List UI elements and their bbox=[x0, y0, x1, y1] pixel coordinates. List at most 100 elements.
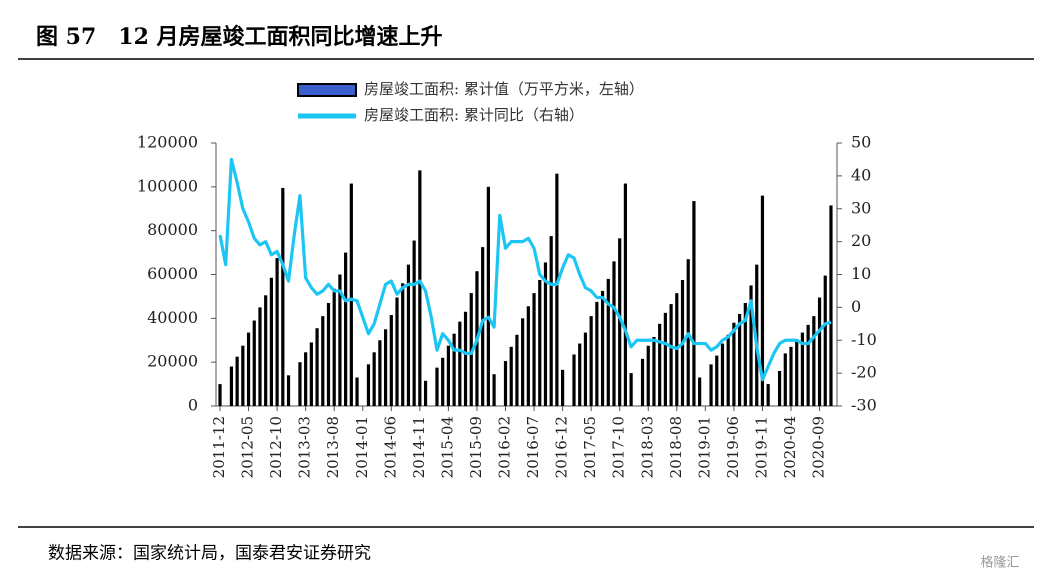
bar bbox=[749, 285, 753, 406]
bar bbox=[663, 312, 667, 406]
legend-swatch bbox=[297, 83, 357, 97]
bar bbox=[823, 275, 827, 406]
y2-tick-label: -30 bbox=[851, 396, 877, 415]
bar bbox=[441, 357, 445, 406]
y2-tick-label: 40 bbox=[851, 165, 871, 184]
x-tick-label: 2014-01 bbox=[353, 416, 371, 478]
bar bbox=[640, 358, 645, 406]
bar bbox=[366, 364, 371, 406]
bar bbox=[669, 304, 673, 406]
x-tick-label: 2014-06 bbox=[381, 416, 399, 478]
bar bbox=[349, 183, 353, 406]
y-tick-label: 0 bbox=[188, 396, 198, 415]
watermark: 格隆汇 bbox=[980, 555, 1019, 571]
bar bbox=[561, 369, 565, 406]
bar bbox=[623, 183, 628, 406]
bar bbox=[389, 315, 393, 406]
x-tick-label: 2020-09 bbox=[810, 416, 828, 478]
x-tick-label: 2015-04 bbox=[438, 416, 456, 478]
y2-tick-label: 50 bbox=[851, 133, 871, 152]
bar bbox=[344, 252, 348, 406]
bar bbox=[332, 288, 336, 406]
bar bbox=[395, 297, 399, 406]
bar bbox=[355, 377, 359, 406]
bar bbox=[555, 173, 559, 406]
x-tick-label: 2019-01 bbox=[695, 416, 713, 478]
bar bbox=[692, 201, 696, 406]
y2-tick-label: 20 bbox=[851, 231, 871, 250]
x-tick-label: 2015-09 bbox=[467, 416, 485, 478]
bar bbox=[777, 370, 782, 406]
bar bbox=[275, 258, 279, 406]
x-tick-label: 2017-10 bbox=[610, 416, 628, 478]
bar bbox=[521, 318, 525, 406]
bar bbox=[698, 377, 702, 406]
bar bbox=[817, 297, 822, 406]
bar bbox=[800, 332, 805, 406]
bar bbox=[383, 329, 388, 406]
y-tick-label: 120000 bbox=[137, 133, 198, 152]
bar bbox=[658, 323, 662, 406]
bar bbox=[612, 261, 616, 406]
x-tick-label: 2019-11 bbox=[752, 416, 770, 478]
bar bbox=[606, 278, 610, 406]
bar bbox=[423, 380, 428, 406]
bar bbox=[463, 311, 468, 406]
bar bbox=[509, 346, 513, 406]
bar bbox=[246, 332, 251, 406]
bar bbox=[406, 264, 411, 406]
bar bbox=[309, 342, 313, 406]
y2-tick-label: -20 bbox=[851, 363, 877, 382]
bar bbox=[829, 205, 833, 406]
bar bbox=[412, 240, 416, 406]
bar bbox=[486, 186, 490, 406]
x-tick-label: 2019-06 bbox=[724, 416, 742, 478]
bar bbox=[492, 374, 496, 406]
bar bbox=[515, 334, 519, 406]
x-tick-label: 2013-03 bbox=[296, 416, 314, 478]
x-tick-label: 2020-04 bbox=[781, 416, 799, 478]
x-tick-label: 2018-03 bbox=[638, 416, 656, 478]
bar bbox=[760, 195, 765, 406]
bar bbox=[732, 322, 736, 406]
bar bbox=[589, 316, 593, 406]
bar bbox=[578, 343, 582, 406]
bar bbox=[418, 170, 422, 406]
x-tick-label: 2012-10 bbox=[267, 416, 285, 478]
y-tick-label: 80000 bbox=[147, 220, 198, 239]
y-tick-label: 100000 bbox=[137, 176, 198, 195]
x-tick-label: 2018-08 bbox=[667, 416, 685, 478]
x-tick-label: 2016-02 bbox=[496, 416, 514, 478]
bar bbox=[526, 306, 530, 406]
bar bbox=[235, 356, 239, 406]
bar bbox=[458, 321, 462, 406]
bar bbox=[315, 328, 319, 406]
bar bbox=[532, 293, 536, 406]
bar bbox=[549, 236, 553, 406]
line bbox=[218, 157, 832, 382]
bar bbox=[269, 277, 273, 406]
bar bbox=[338, 274, 342, 406]
bar bbox=[766, 384, 770, 406]
source: 数据来源：国家统计局，国泰君安证券研究 bbox=[48, 544, 371, 564]
bar bbox=[543, 262, 548, 406]
bar bbox=[258, 307, 262, 406]
chart-title: 图 57 12 月房屋竣工面积同比增速上升 bbox=[36, 24, 443, 50]
bar bbox=[378, 340, 382, 406]
bar bbox=[446, 345, 450, 406]
bar bbox=[789, 346, 793, 406]
bar bbox=[401, 283, 405, 406]
x-tick-label: 2017-05 bbox=[581, 416, 599, 478]
bar bbox=[241, 345, 245, 406]
x-tick-label: 2013-08 bbox=[324, 416, 342, 478]
bar bbox=[595, 301, 599, 406]
legend-label: 房屋竣工面积: 累计值（万平方米，左轴） bbox=[364, 80, 644, 98]
x-tick-label: 2016-12 bbox=[553, 416, 571, 478]
bar bbox=[738, 313, 742, 406]
y2-tick-label: -10 bbox=[851, 330, 877, 349]
y2-tick-label: 10 bbox=[851, 264, 871, 283]
bar bbox=[646, 345, 650, 406]
bar bbox=[783, 353, 787, 406]
bar bbox=[252, 320, 256, 406]
